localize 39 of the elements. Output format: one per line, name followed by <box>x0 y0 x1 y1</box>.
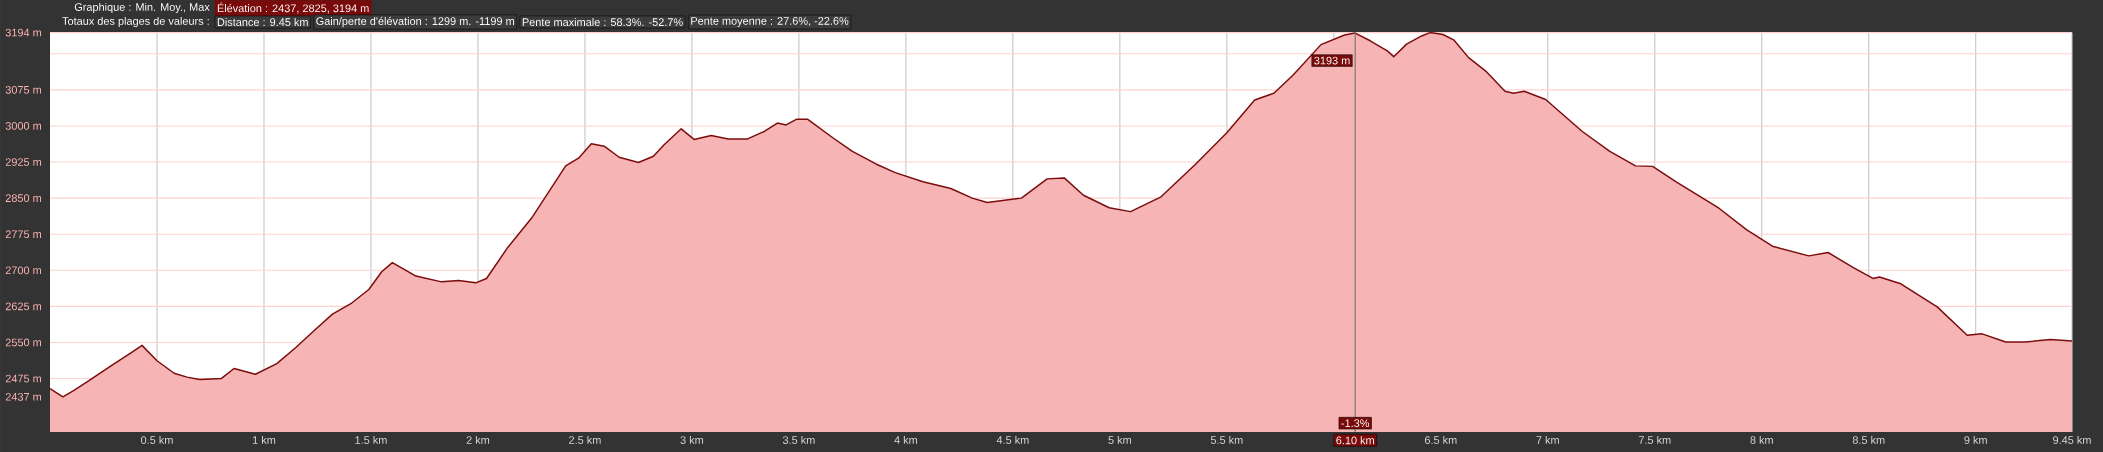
y-tick-label: 2437 m <box>5 392 41 401</box>
x-tick-label: 5.5 km <box>1210 435 1243 444</box>
x-tick-label: 0.5 km <box>141 435 173 444</box>
x-tick-label: 3 km <box>680 435 704 444</box>
x-tick-label: 1.5 km <box>355 435 387 444</box>
x-tick-label: 4 km <box>894 435 917 444</box>
x-tick-label: 7.5 km <box>1638 435 1671 444</box>
x-tick-label: 7 km <box>1536 435 1559 444</box>
x-tick-label: 9 km <box>1964 435 1987 444</box>
text: Distance : 9.45 km <box>217 17 308 26</box>
y-tick-label: 2550 m <box>5 338 41 347</box>
y-tick-label: 3075 m <box>5 85 41 94</box>
text: Gain/perte d'élévation : 1299 m. -1199 m <box>316 16 514 28</box>
x-tick-label: 9.45 km <box>2053 435 2091 444</box>
text: Graphique : Min. Moy., Max <box>74 2 210 14</box>
text: Totaux des plages de valeurs : <box>62 16 209 28</box>
annotation: 3193 m <box>1314 56 1350 65</box>
y-tick-label: 2475 m <box>5 374 41 383</box>
y-tick-label: 3000 m <box>5 122 41 130</box>
x-tick-label: 5 km <box>1108 435 1131 444</box>
x-tick-label: 4.5 km <box>996 435 1029 444</box>
ref-line-label: 6.10 km <box>1336 436 1374 445</box>
x-tick-label: 1 km <box>252 435 276 444</box>
text: Élévation : 2437, 2825, 3194 m <box>217 2 369 14</box>
y-tick-label: 2925 m <box>5 158 41 166</box>
text: Pente maximale : 58.3%. -52.7% <box>522 17 683 26</box>
y-tick-label: 2700 m <box>5 266 41 275</box>
x-tick-label: 2.5 km <box>569 435 601 444</box>
annotation: -1.3% <box>1341 419 1370 428</box>
x-tick-label: 3.5 km <box>782 435 815 444</box>
y-tick-label: 2775 m <box>5 230 41 239</box>
y-tick-label: 2850 m <box>5 194 41 202</box>
text: Pente moyenne : 27.6%, -22.6% <box>691 17 849 27</box>
y-tick-label: 3194 m <box>5 28 41 37</box>
x-tick-label: 2 km <box>466 435 490 444</box>
x-tick-label: 8.5 km <box>1852 435 1885 444</box>
x-tick-label: 6.5 km <box>1424 435 1457 444</box>
x-tick-label: 8 km <box>1750 435 1773 444</box>
y-tick-label: 2625 m <box>5 302 41 311</box>
